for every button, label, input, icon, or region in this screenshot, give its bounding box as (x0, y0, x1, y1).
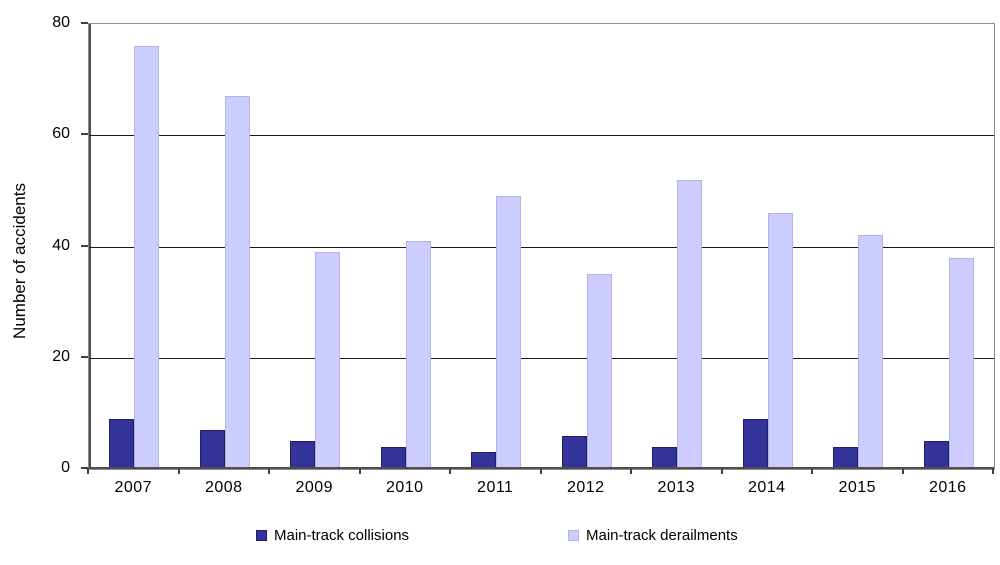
legend-item-main-track-collisions: Main-track collisions (256, 527, 409, 544)
bar-main-track-collisions-2014 (742, 418, 768, 469)
bar-main-track-derailments-2007 (134, 46, 160, 469)
x-tick-label-2013: 2013 (657, 479, 696, 496)
y-tick-label-80: 80 (52, 14, 70, 31)
y-tick-60 (81, 133, 88, 136)
bar-main-track-collisions-2013 (652, 446, 678, 469)
bar-main-track-collisions-2012 (561, 435, 587, 469)
bar-main-track-collisions-2007 (109, 418, 135, 469)
legend-item-main-track-derailments: Main-track derailments (568, 527, 738, 544)
x-tick-label-2008: 2008 (204, 479, 243, 496)
bar-main-track-derailments-2010 (405, 240, 431, 469)
bar-main-track-derailments-2009 (315, 252, 341, 469)
plot-area (88, 23, 995, 470)
gridline-60 (89, 135, 994, 137)
gridline-40 (89, 246, 994, 248)
bar-main-track-collisions-2009 (290, 441, 316, 469)
x-tick-label-2012: 2012 (566, 479, 605, 496)
x-tick-9 (901, 468, 904, 474)
bar-main-track-derailments-2012 (586, 274, 612, 469)
x-tick-3 (358, 468, 361, 474)
x-tick-2 (268, 468, 270, 474)
x-tick-1 (177, 468, 180, 474)
x-tick-label-2015: 2015 (838, 479, 877, 496)
y-tick-20 (81, 355, 88, 358)
x-tick-label-2010: 2010 (385, 479, 424, 496)
x-axis-line (89, 467, 994, 469)
x-tick-label-2014: 2014 (747, 479, 786, 496)
x-tick-8 (811, 468, 813, 474)
legend-label-main-track-collisions: Main-track collisions (274, 527, 410, 544)
y-tick-0 (81, 467, 88, 469)
y-tick-label-20: 20 (52, 347, 70, 365)
y-tick-label-0: 0 (61, 459, 70, 476)
bar-main-track-collisions-2008 (199, 430, 225, 469)
x-tick-7 (720, 468, 723, 474)
x-tick-10 (992, 468, 994, 474)
bar-main-track-collisions-2010 (380, 446, 406, 469)
bar-main-track-derailments-2013 (677, 179, 703, 469)
x-tick-6 (630, 468, 632, 474)
y-axis-title: Number of accidents (10, 183, 29, 339)
legend-label-main-track-derailments: Main-track derailments (586, 527, 738, 544)
bar-main-track-derailments-2016 (948, 257, 974, 469)
bar-main-track-collisions-2015 (833, 446, 859, 469)
x-tick-label-2009: 2009 (295, 479, 334, 496)
x-tick-label-2016: 2016 (928, 479, 967, 496)
bar-main-track-derailments-2014 (767, 213, 793, 469)
bar-main-track-collisions-2016 (923, 441, 949, 469)
gridline-20 (89, 357, 994, 359)
y-tick-80 (81, 22, 88, 24)
bar-main-track-derailments-2011 (496, 196, 522, 469)
x-tick-5 (539, 468, 542, 474)
legend-swatch-main-track-derailments (568, 530, 579, 541)
x-tick-label-2007: 2007 (114, 479, 153, 496)
y-tick-40 (81, 244, 88, 247)
bar-main-track-derailments-2015 (858, 235, 884, 469)
legend-swatch-main-track-collisions (256, 530, 267, 541)
x-tick-label-2011: 2011 (477, 479, 514, 496)
y-tick-label-40: 40 (52, 236, 70, 254)
bar-main-track-derailments-2008 (224, 96, 250, 469)
y-tick-label-60: 60 (52, 125, 70, 143)
x-tick-0 (87, 468, 89, 474)
x-tick-4 (449, 468, 451, 474)
